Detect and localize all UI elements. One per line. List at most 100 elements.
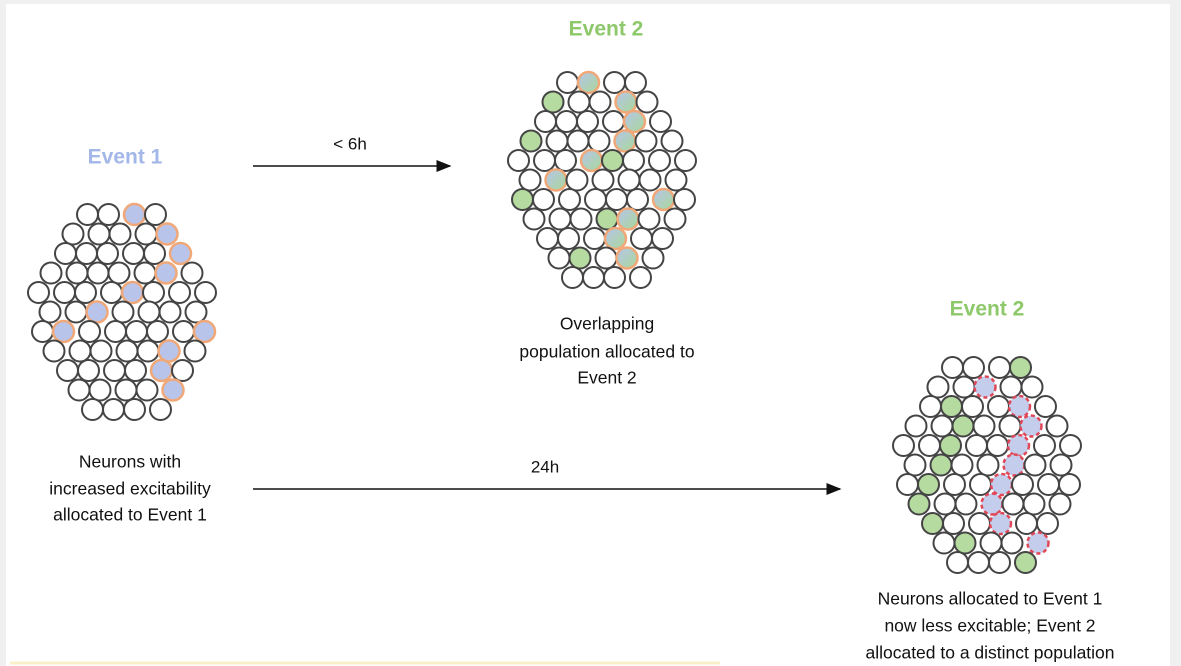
neuron <box>68 339 92 363</box>
neuron <box>603 71 626 94</box>
neuron <box>1007 394 1032 419</box>
caption-line: allocated to a distinct population <box>865 643 1114 663</box>
neuron <box>601 149 624 172</box>
neuron <box>561 266 584 289</box>
neuron <box>100 281 123 304</box>
neuron <box>103 359 126 382</box>
neuron <box>989 472 1014 497</box>
neuron <box>183 339 207 363</box>
neuron <box>648 149 671 172</box>
neuron <box>107 261 131 285</box>
neuron <box>1059 434 1082 457</box>
neuron <box>942 512 965 535</box>
neuron <box>532 188 555 211</box>
event2-title: Event 2 <box>950 298 1025 321</box>
event2-title: Event 2 <box>569 18 644 41</box>
neuron <box>1001 492 1025 516</box>
neuron <box>124 359 147 382</box>
neuron <box>594 246 618 270</box>
interval-label: < 6h <box>333 134 367 153</box>
neuron <box>613 129 637 153</box>
neuron <box>979 531 1003 555</box>
neuron <box>941 356 964 379</box>
neuron <box>919 395 942 418</box>
neuron <box>1020 375 1044 399</box>
neuron <box>1049 453 1073 477</box>
neuron <box>674 149 697 172</box>
neuron <box>952 375 976 399</box>
neuron <box>168 241 193 266</box>
neuron <box>616 207 640 231</box>
neuron <box>27 281 50 304</box>
neuron <box>641 246 665 270</box>
neuron <box>1006 433 1031 458</box>
neuron <box>558 188 581 211</box>
neuron <box>940 395 963 418</box>
neuron <box>123 398 146 421</box>
neuron <box>972 414 996 438</box>
neuron <box>629 266 652 289</box>
neuron <box>31 320 54 343</box>
neuron <box>926 375 950 399</box>
neuron <box>968 512 991 535</box>
neuron <box>76 203 99 226</box>
neuron <box>1058 473 1081 496</box>
neuron <box>929 453 953 477</box>
neuron <box>171 359 194 382</box>
neuron <box>81 398 104 421</box>
neuron <box>1026 531 1050 555</box>
neuron <box>622 109 647 134</box>
neuron <box>172 320 195 343</box>
neuron <box>576 110 599 133</box>
neuron <box>104 320 127 343</box>
neuron <box>591 168 615 192</box>
neuron <box>135 378 159 402</box>
neuron <box>946 551 969 574</box>
neuron <box>1023 453 1047 477</box>
neuron <box>965 434 988 457</box>
neuron <box>536 227 559 250</box>
neuron <box>973 375 997 399</box>
neuron <box>933 492 957 516</box>
neuron <box>78 320 101 343</box>
caption-line: Neurons allocated to Event 1 <box>878 589 1103 609</box>
neuron <box>951 414 975 438</box>
neuron <box>74 281 97 304</box>
neuron <box>930 414 954 438</box>
neuron <box>998 414 1022 438</box>
interval-label: 24h <box>531 457 559 476</box>
neuron <box>61 222 85 246</box>
neuron <box>1009 356 1032 379</box>
neuron <box>65 261 89 285</box>
neuron <box>42 339 66 363</box>
neuron <box>56 359 79 382</box>
neuron <box>541 90 565 114</box>
neuron <box>649 110 672 133</box>
neuron <box>921 512 944 535</box>
neuron <box>892 434 915 457</box>
neuron <box>969 473 992 496</box>
neuron <box>673 188 696 211</box>
neuron <box>545 129 569 153</box>
neuron <box>89 339 113 363</box>
neuron <box>97 203 120 226</box>
neuron <box>146 320 169 343</box>
neuron <box>511 188 534 211</box>
neuron <box>576 70 601 95</box>
neuron <box>143 242 166 265</box>
neuron <box>651 187 676 212</box>
neuron <box>1014 551 1037 574</box>
neuron <box>519 129 543 153</box>
caption-line: allocated to Event 1 <box>53 505 207 525</box>
neuron <box>168 281 191 304</box>
neuron <box>1034 395 1057 418</box>
neuron <box>134 222 158 246</box>
neuron <box>154 261 178 285</box>
neuron <box>579 148 604 173</box>
neuron <box>115 339 139 363</box>
caption-line: population allocated to <box>519 342 694 362</box>
neuron <box>588 90 612 114</box>
neuron <box>907 492 931 516</box>
neuron <box>108 222 132 246</box>
neuron <box>664 168 688 192</box>
